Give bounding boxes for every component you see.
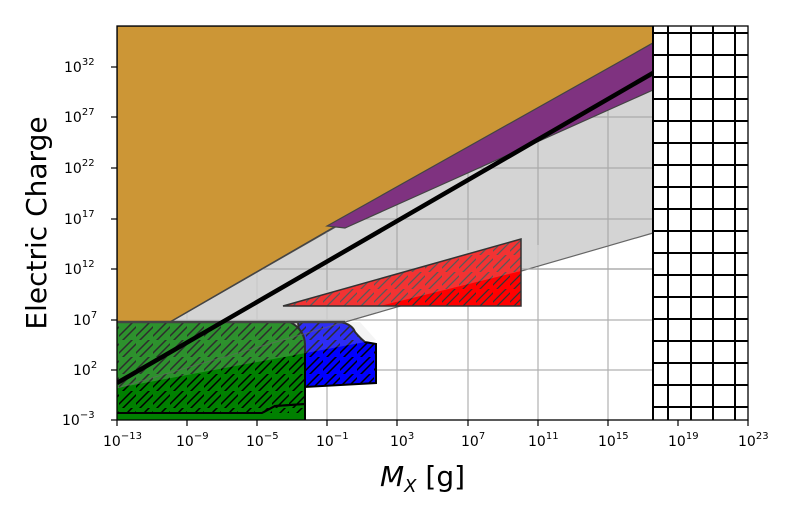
x-tick-labels: 10−13 10−9 10−5 10−1 103 107 1011 1015 1… [103, 431, 769, 450]
y-tick-label: 107 [73, 310, 97, 329]
x-tick-label: 10−1 [316, 431, 349, 450]
y-tick-label: 1017 [64, 209, 95, 228]
x-tick-label: 103 [390, 431, 414, 450]
black-thick-line [117, 71, 655, 385]
x-axis [116, 420, 749, 426]
y-tick-label: 1027 [64, 107, 95, 126]
x-tick-label: 1015 [598, 431, 629, 450]
x-tick-label: 1023 [738, 431, 769, 450]
y-tick-label: 1032 [64, 57, 95, 76]
y-tick-label: 102 [73, 360, 97, 379]
plot-area [117, 26, 748, 420]
y-tick-label: 10−3 [62, 410, 95, 429]
x-tick-label: 10−13 [103, 431, 142, 450]
x-axis-title: MX [g] [380, 460, 465, 497]
axes-frame [116, 25, 749, 421]
grid-hatch-lines [652, 26, 748, 420]
x-tick-label: 107 [461, 431, 485, 450]
y-axis-title: Electric Charge [20, 116, 53, 329]
y-axis [111, 66, 117, 421]
y-tick-label: 1022 [64, 158, 95, 177]
x-tick-label: 1011 [528, 431, 559, 450]
x-tick-label: 10−9 [176, 431, 209, 450]
x-tick-label: 1019 [668, 431, 699, 450]
y-tick-labels: 10−3 102 107 1012 1017 1022 1027 1032 [62, 57, 97, 429]
x-tick-label: 10−5 [246, 431, 279, 450]
y-tick-label: 1012 [64, 259, 95, 278]
